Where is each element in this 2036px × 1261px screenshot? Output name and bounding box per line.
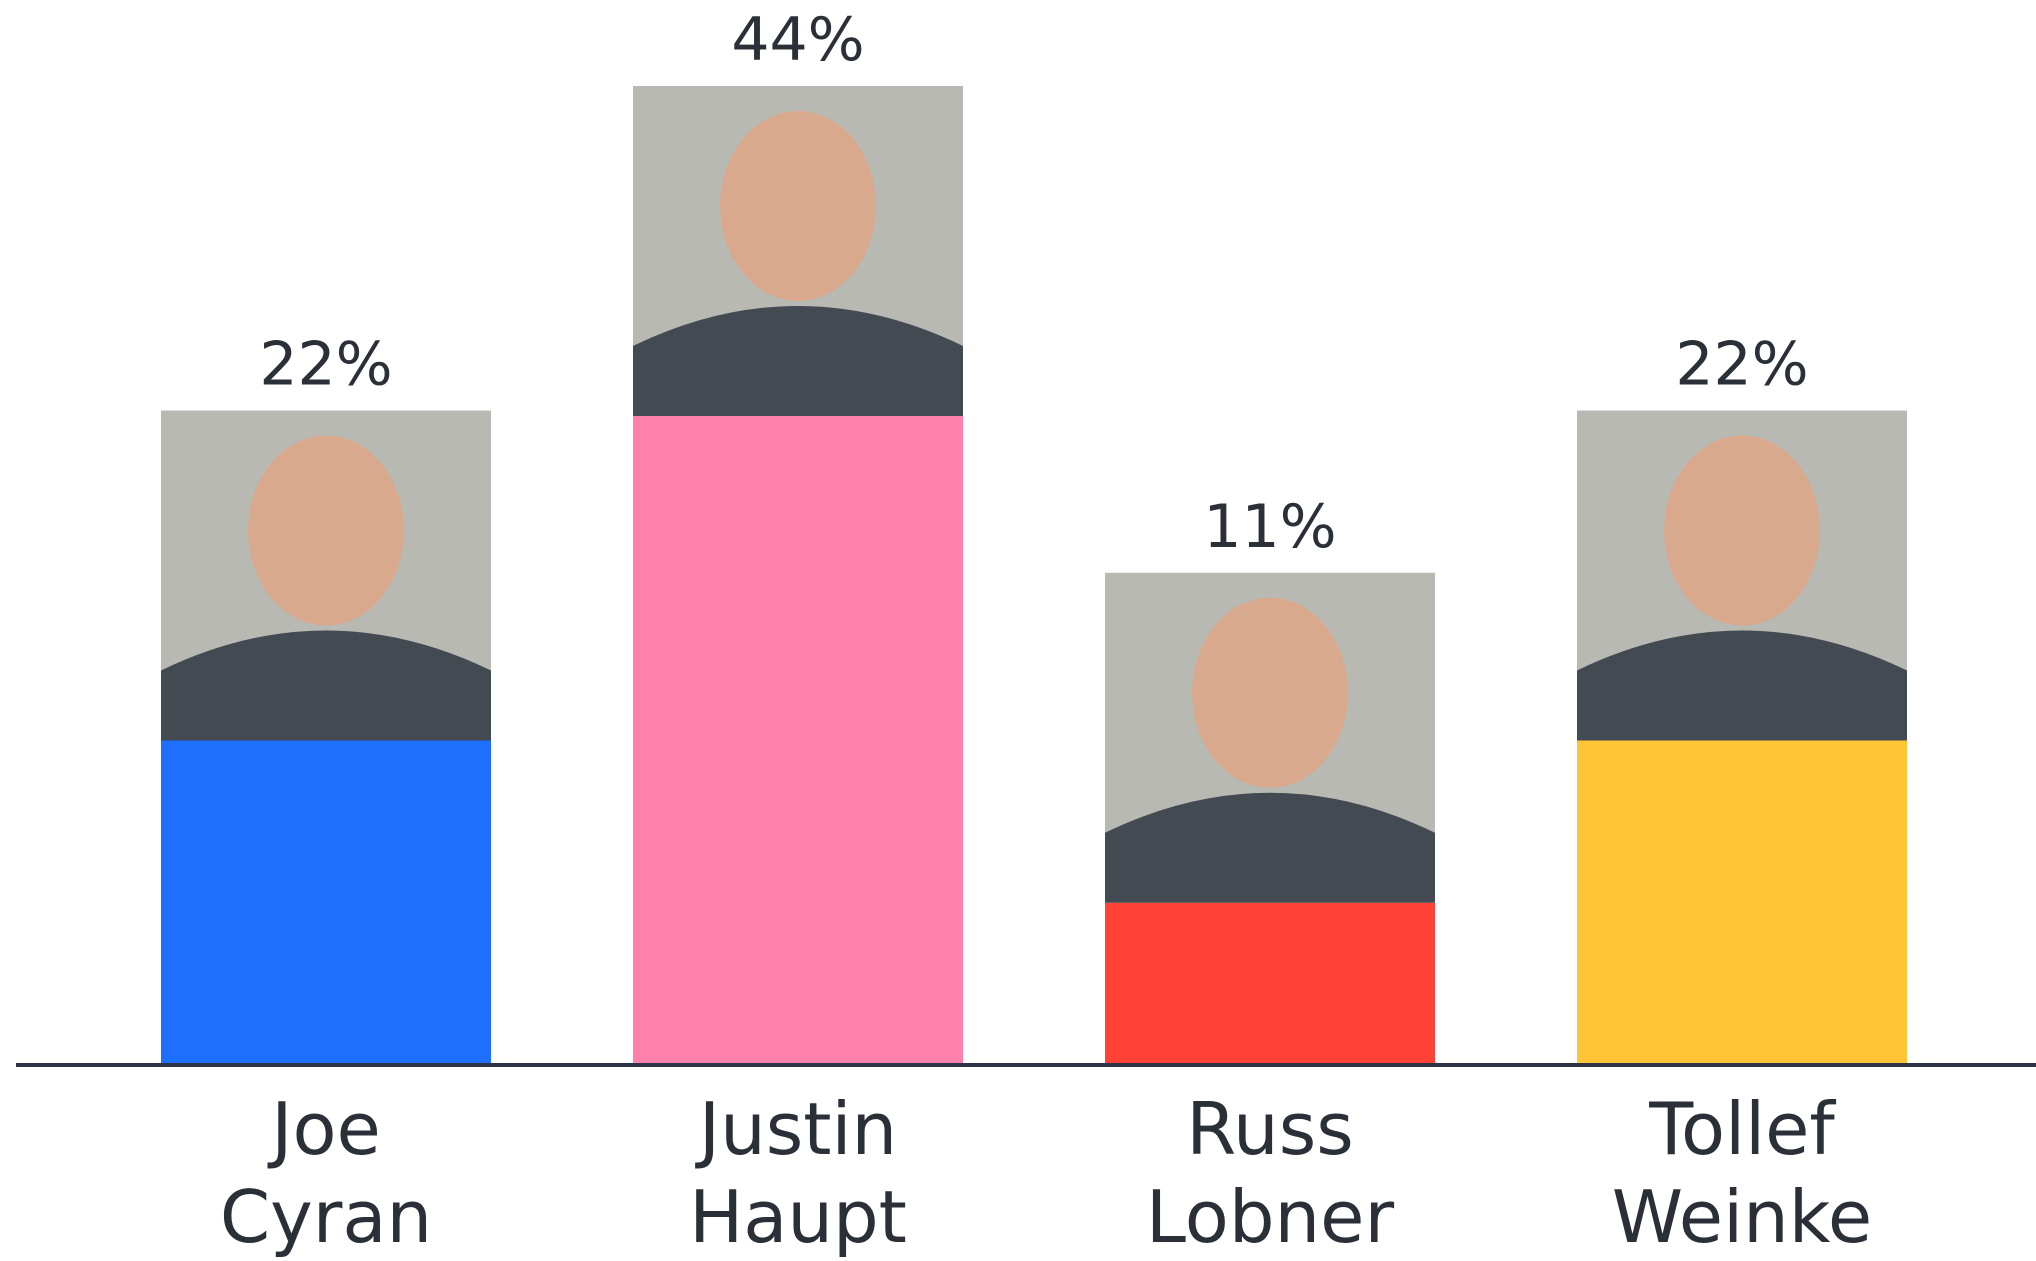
bar [633,416,963,1065]
category-label: Tollef Weinke [1577,1085,1907,1261]
page: {"chart_data": {"type": "bar", "categori… [0,0,2036,1256]
category-label: Justin Haupt [633,1085,963,1261]
chart: 22% 44% 11% 22% [0,0,2036,1256]
photo-head [1664,436,1820,626]
photo-head [720,111,876,301]
value-label: 11% [1203,492,1336,562]
photo [1577,411,1907,741]
bar [1577,741,1907,1066]
category-label: Russ Lobner [1105,1085,1435,1261]
photo [161,411,491,741]
bar [161,741,491,1066]
photo [633,86,963,416]
bar [1105,903,1435,1065]
category-label: Joe Cyran [161,1085,491,1261]
value-label: 22% [259,330,392,400]
photo-head [1192,598,1348,788]
value-label: 22% [1675,330,1808,400]
photo [1105,573,1435,903]
value-label: 44% [731,5,864,75]
photo-head [248,436,404,626]
